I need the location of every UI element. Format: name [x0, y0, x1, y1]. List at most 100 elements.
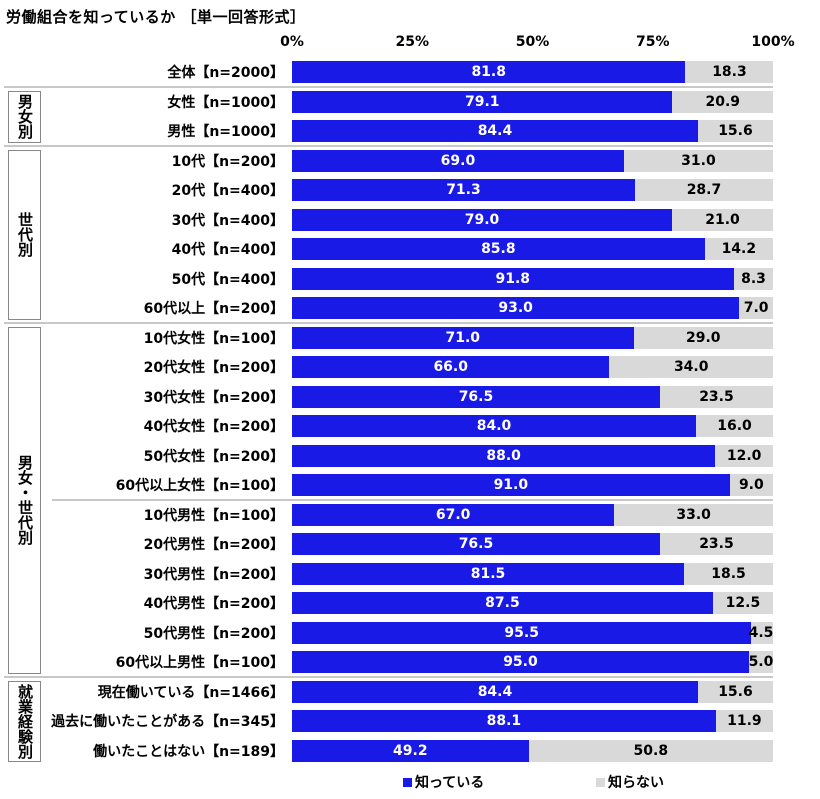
bar-dont-know: [715, 710, 773, 732]
category-label: 10代【n=200】: [171, 153, 284, 170]
bar-know: [292, 680, 698, 703]
data-label: 91.8: [495, 270, 531, 287]
bar-know: [292, 503, 615, 526]
data-label: 18.5: [711, 565, 746, 582]
chart-title: 労働組合を知っているか ［単一回答形式］: [6, 8, 306, 26]
bar-dont-know: [633, 326, 773, 349]
data-label: 29.0: [685, 329, 721, 346]
bar-dont-know: [697, 680, 773, 703]
legend-swatch: [596, 777, 605, 787]
data-label: 18.3: [712, 64, 747, 80]
group-label: 就業経験別: [8, 680, 41, 763]
data-label: 79.1: [464, 93, 500, 110]
bar-know: [292, 238, 705, 260]
data-label: 31.0: [681, 152, 716, 169]
data-label: 34.0: [673, 359, 709, 375]
group-label: 世代別: [8, 149, 41, 320]
data-label: 23.5: [699, 536, 734, 552]
bar-dont-know: [609, 356, 773, 378]
bar-know: [292, 149, 624, 172]
category-label: 20代女性【n=200】: [143, 360, 284, 376]
data-label: 33.0: [676, 506, 711, 523]
data-label: 28.7: [686, 182, 722, 198]
data-label: 66.0: [433, 359, 468, 375]
bar-dont-know: [696, 415, 773, 437]
data-label: 76.5: [458, 388, 494, 405]
category-label: 60代以上女性【n=100】: [115, 478, 284, 494]
bar-know: [292, 710, 716, 732]
bar-know: [292, 61, 686, 83]
bar-know: [292, 356, 610, 378]
category-label: 40代男性【n=200】: [143, 596, 284, 612]
data-label: 84.4: [477, 123, 513, 139]
category-label: 女性【n=1000】: [167, 94, 284, 111]
bar-know: [292, 533, 660, 555]
data-label: 11.9: [727, 713, 762, 729]
data-label: 87.5: [485, 595, 520, 611]
separator: [4, 85, 773, 88]
category-label: 50代男性【n=200】: [143, 625, 284, 642]
data-label: 15.6: [718, 683, 753, 700]
category-label: 50代【n=400】: [171, 271, 284, 288]
separator: [4, 144, 773, 147]
data-label: 69.0: [440, 152, 476, 169]
bar-dont-know: [697, 120, 773, 142]
group-label: 男女・世代別: [8, 326, 41, 674]
data-label: 84.0: [476, 418, 512, 434]
category-label: 30代男性【n=200】: [143, 566, 284, 583]
bar-dont-know: [685, 61, 774, 83]
data-label: 81.5: [470, 565, 506, 582]
bar-dont-know: [729, 474, 773, 496]
bar-know: [292, 326, 634, 349]
legend-label: 知っている: [415, 775, 485, 791]
bar-dont-know: [671, 208, 773, 231]
data-label: 7.0: [743, 300, 769, 316]
category-label: 現在働いている【n=1466】: [97, 684, 284, 701]
data-label: 84.4: [477, 683, 513, 700]
data-label: 88.0: [486, 447, 521, 464]
bar-know: [292, 592, 713, 614]
separator: [4, 675, 773, 678]
data-label: 93.0: [498, 300, 533, 316]
category-label: 過去に働いたことがある【n=345】: [51, 714, 284, 730]
bar-know: [292, 444, 716, 467]
data-label: 76.5: [458, 536, 494, 552]
bar-know: [292, 297, 740, 319]
legend-label: 知らない: [608, 775, 664, 791]
category-label: 働いたことはない【n=189】: [93, 743, 284, 760]
category-label: 40代女性【n=200】: [143, 419, 284, 435]
separator: [4, 321, 773, 324]
data-label: 16.0: [717, 418, 752, 434]
category-label: 30代【n=400】: [171, 212, 284, 229]
bar-know: [292, 739, 529, 762]
category-label: 60代以上男性【n=100】: [115, 655, 284, 671]
data-label: 8.3: [741, 270, 766, 287]
group-label: 男女別: [8, 90, 41, 143]
category-label: 10代女性【n=100】: [143, 330, 284, 347]
bar-dont-know: [733, 267, 774, 290]
data-label: 81.8: [471, 64, 506, 80]
legend-item-know: 知っている: [403, 772, 484, 792]
bar-know: [292, 562, 684, 585]
bar-know: [292, 415, 697, 437]
data-label: 12.0: [726, 447, 762, 464]
bar-dont-know: [739, 297, 773, 319]
bar-dont-know: [659, 533, 773, 555]
bar-dont-know: [748, 651, 773, 673]
category-label: 50代女性【n=200】: [143, 448, 284, 465]
bar-dont-know: [659, 385, 773, 408]
bar-know: [292, 385, 660, 408]
data-label: 4.5: [748, 624, 774, 641]
data-label: 49.2: [393, 742, 428, 759]
category-label: 40代【n=400】: [171, 242, 284, 258]
category-label: 20代男性【n=200】: [143, 537, 284, 553]
bar-dont-know: [712, 592, 773, 614]
bar-dont-know: [634, 179, 773, 201]
bar-dont-know: [623, 149, 773, 172]
bar-dont-know: [751, 621, 773, 644]
data-label: 88.1: [486, 713, 522, 729]
category-label: 20代【n=400】: [171, 183, 284, 199]
data-label: 9.0: [738, 477, 764, 493]
category-label: 男性【n=1000】: [167, 124, 284, 140]
